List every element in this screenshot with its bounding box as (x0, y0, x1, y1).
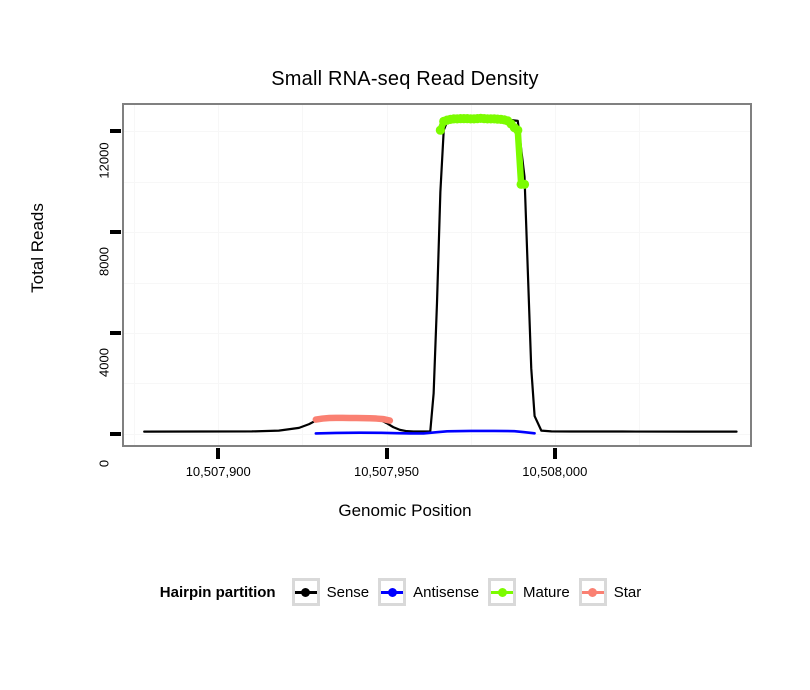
x-tick-label: 10,508,000 (522, 464, 588, 479)
y-tick-mark (110, 129, 121, 134)
x-axis-title: Genomic Position (338, 501, 472, 520)
legend-key-icon (378, 578, 407, 606)
legend-key-dot-icon (301, 587, 311, 597)
legend-key-icon (291, 578, 320, 606)
legend-entry-sense[interactable]: Sense (291, 578, 370, 606)
chart-title: Small RNA-seq Read Density (271, 68, 539, 90)
series-line-sense (143, 117, 738, 433)
series-line-antisense (314, 429, 536, 435)
legend-label: Mature (523, 583, 570, 601)
y-tick-mark (110, 230, 121, 235)
y-tick-label: 12000 (96, 142, 112, 180)
gridline-horizontal (124, 383, 750, 385)
y-axis-title: Total Reads (28, 203, 47, 293)
gridline-vertical (302, 105, 304, 445)
y-tick-label: 8000 (96, 247, 112, 277)
data-series-layer (143, 113, 738, 435)
gridline-horizontal (124, 433, 750, 435)
x-tick-mark (384, 448, 389, 459)
gridline-vertical (218, 105, 220, 445)
legend-entry-antisense[interactable]: Antisense (378, 578, 479, 606)
legend-label: Sense (326, 583, 370, 601)
legend-title: Hairpin partition (159, 583, 276, 601)
series-point-mature (519, 179, 530, 189)
x-tick-label: 10,507,950 (353, 464, 420, 479)
gridline-vertical (470, 105, 472, 445)
legend-label: Star (613, 583, 642, 601)
x-tick-label: 10,507,900 (185, 464, 251, 479)
gridline-vertical (638, 105, 640, 445)
series-point-mature (513, 125, 523, 135)
x-tick-mark (552, 448, 557, 459)
legend-entries: Sense Antisense Mature Star (291, 578, 651, 606)
y-tick-label: 0 (96, 459, 112, 467)
legend: Hairpin partition Sense Antisense Mature St… (0, 578, 810, 606)
legend-key-dot-icon (588, 587, 598, 597)
plot-panel (122, 103, 752, 447)
legend-label: Antisense (413, 583, 480, 601)
series-line-star (312, 414, 394, 424)
y-tick-label: 4000 (96, 347, 112, 377)
gridline-vertical (134, 105, 136, 445)
gridline-horizontal (124, 181, 750, 183)
legend-entry-star[interactable]: Star (578, 578, 642, 606)
gridline-vertical (386, 105, 388, 445)
legend-entry-mature[interactable]: Mature (488, 578, 570, 606)
legend-key-icon (578, 578, 607, 606)
legend-key-icon (488, 578, 517, 606)
y-tick-mark (110, 330, 121, 335)
x-tick-mark (216, 448, 221, 459)
gridline-horizontal (124, 232, 750, 234)
gridline-horizontal (124, 332, 750, 334)
gridline-vertical (554, 105, 556, 445)
y-tick-mark (110, 431, 121, 436)
plot-area (124, 105, 750, 445)
legend-key-dot-icon (497, 587, 507, 597)
series-point-mature (435, 125, 445, 135)
legend-key-dot-icon (387, 587, 397, 597)
